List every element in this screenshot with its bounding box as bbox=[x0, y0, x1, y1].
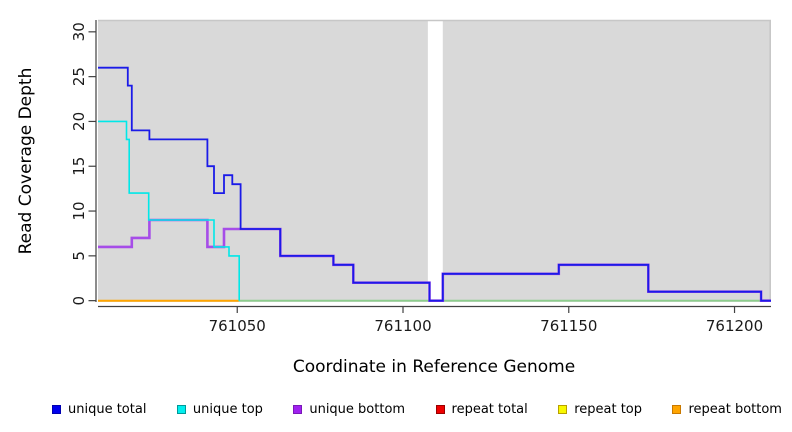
x-tick-label: 761050 bbox=[209, 317, 266, 335]
x-tick-label: 761150 bbox=[540, 317, 597, 335]
legend-item-unique-top: unique top bbox=[176, 401, 263, 417]
legend-swatch-repeat-top bbox=[558, 404, 568, 414]
masked-region-layer bbox=[427, 20, 443, 302]
legend-label: unique bottom bbox=[309, 401, 406, 417]
panel-edge-layer bbox=[98, 19, 772, 302]
legend-label: repeat total bbox=[451, 401, 528, 417]
legend-item-unique-bottom: unique bottom bbox=[293, 402, 405, 417]
x-axis-title: Coordinate in Reference Genome bbox=[293, 357, 575, 377]
y-tick-label: 0 bbox=[70, 296, 88, 306]
legend-swatch-unique-total bbox=[52, 404, 61, 414]
y-tick-label: 15 bbox=[70, 157, 88, 176]
y-tick-label: 20 bbox=[70, 112, 88, 131]
y-tick-label: 25 bbox=[70, 67, 88, 86]
coverage-chart: 0 5 10 15 20 25 30 761050 761100 761150 761200 Coo… bbox=[16, 19, 772, 377]
legend-label: unique total bbox=[68, 401, 147, 417]
legend-item-repeat-top: repeat top bbox=[558, 402, 642, 417]
y-tick-label: 5 bbox=[70, 251, 88, 261]
y-tick-label: 30 bbox=[70, 22, 88, 41]
series-unique-top-line bbox=[98, 120, 240, 301]
legend-swatch-unique-bottom bbox=[293, 404, 303, 414]
legend-label: unique top bbox=[192, 401, 263, 417]
axes-layer: 0 5 10 15 20 25 30 761050 761100 761150 761200 bbox=[70, 20, 771, 335]
y-tick-label: 10 bbox=[70, 201, 88, 220]
masked-region-band bbox=[427, 20, 443, 302]
legend-swatch-unique-top bbox=[176, 404, 186, 414]
legend-label: repeat top bbox=[574, 401, 642, 417]
legend-swatch-repeat-total bbox=[435, 404, 445, 414]
chart-legend: unique total unique top unique bottom repea… bbox=[0, 396, 792, 422]
x-tick-label: 761200 bbox=[706, 317, 763, 335]
legend-label: repeat bottom bbox=[688, 401, 782, 417]
y-axis-title: Read Coverage Depth bbox=[16, 68, 36, 255]
series-lines-layer bbox=[98, 66, 771, 302]
legend-item-unique-total: unique total bbox=[52, 402, 146, 417]
x-tick-label: 761100 bbox=[374, 317, 431, 335]
legend-swatch-repeat-bottom bbox=[672, 404, 682, 414]
series-unique-total-line bbox=[98, 66, 771, 302]
legend-item-repeat-bottom: repeat bottom bbox=[672, 402, 782, 417]
legend-item-repeat-total: repeat total bbox=[435, 401, 528, 417]
